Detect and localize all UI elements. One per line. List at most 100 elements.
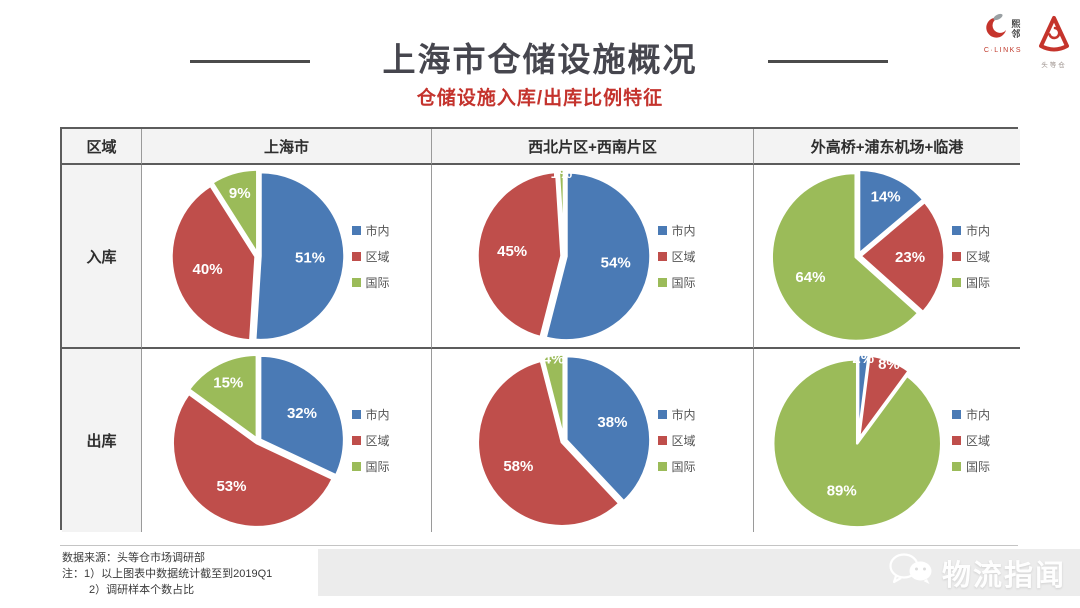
pie-cell-outbound-shanghai: 32% 53% 15% 市内 区域 国际 bbox=[142, 349, 432, 532]
legend-item: 国际 bbox=[351, 274, 404, 291]
pie-data-label: 38% bbox=[597, 413, 627, 430]
legend-item: 市内 bbox=[952, 406, 1004, 423]
pie-data-label: 53% bbox=[216, 477, 246, 494]
column-header-waigaoqiao-pudong-lingang: 外高桥+浦东机场+临港 bbox=[754, 129, 1020, 165]
page-title: 上海市仓储设施概况 bbox=[382, 41, 698, 78]
pie-slice bbox=[187, 353, 258, 440]
legend-swatch-icon bbox=[351, 436, 361, 445]
pie-slice bbox=[475, 170, 563, 339]
note-line-1: 注：1）以上图表中数据统计截至到2019Q1 bbox=[62, 567, 273, 580]
legend-swatch-icon bbox=[657, 436, 667, 445]
legend-swatch-icon bbox=[952, 277, 961, 287]
legend-swatch-icon bbox=[952, 225, 961, 235]
toudengcang-logo: 头等仓 bbox=[1036, 13, 1072, 69]
legend-label: 市内 bbox=[365, 223, 390, 238]
clinks-logo: 熙 邻 C·LINKS bbox=[984, 13, 1022, 54]
legend-swatch-icon bbox=[952, 251, 961, 261]
footer-notes: 数据来源：头等仓市场调研部 注：1）以上图表中数据统计截至到2019Q1 2）调… bbox=[62, 551, 272, 599]
pie-data-label: 9% bbox=[228, 185, 250, 202]
legend-item: 区域 bbox=[657, 248, 710, 265]
title-left-dash bbox=[190, 60, 310, 63]
pie-chart-inbound-northwest: 54% 45% 1% bbox=[475, 168, 652, 342]
pie-legend: 市内 区域 国际 bbox=[657, 222, 710, 291]
pie-chart-outbound-waigaoqiao: 2% 8% 89% bbox=[772, 353, 943, 529]
wechat-bubbles-icon bbox=[887, 551, 935, 594]
legend-label: 区域 bbox=[671, 249, 696, 264]
legend-swatch-icon bbox=[351, 462, 361, 471]
legend-swatch-icon bbox=[351, 251, 361, 261]
pie-data-label: 45% bbox=[497, 243, 527, 260]
toudengcang-icon bbox=[1036, 13, 1072, 58]
corner-header: 区域 bbox=[62, 129, 142, 165]
pie-cell-inbound-waigaoqiao: 14% 23% 64% 市内区域国际 bbox=[754, 165, 1020, 349]
pie-cell-outbound-northwest: 38% 58% 4% 市内区域国际 bbox=[432, 349, 754, 532]
note-line-2: 2）调研样本个数占比 bbox=[89, 583, 195, 596]
pie-data-label: 23% bbox=[895, 249, 925, 266]
pie-slice bbox=[258, 353, 345, 477]
pie-data-label: 40% bbox=[192, 261, 222, 278]
legend-label: 区域 bbox=[966, 249, 991, 264]
pie-data-label: 4% bbox=[542, 353, 564, 367]
legend-swatch-icon bbox=[351, 277, 361, 287]
pie-data-label: 14% bbox=[871, 189, 901, 206]
pie-cell-inbound-shanghai: 51% 40% 9% 市内 区域 国际 bbox=[142, 165, 432, 349]
watermark-band bbox=[318, 549, 1080, 596]
pie-legend: 市内 区域 国际 bbox=[351, 406, 404, 475]
legend-swatch-icon bbox=[657, 251, 667, 261]
legend-label: 国际 bbox=[671, 460, 696, 474]
legend-swatch-icon bbox=[952, 436, 961, 445]
legend-label: 区域 bbox=[671, 434, 696, 448]
clinks-crescent-icon bbox=[985, 13, 1008, 45]
legend-item: 区域 bbox=[952, 432, 1004, 449]
pie-data-label: 58% bbox=[503, 458, 533, 475]
legend-swatch-icon bbox=[657, 225, 667, 235]
legend-item: 市内 bbox=[657, 222, 710, 239]
pie-slice bbox=[543, 171, 652, 342]
pie-chart-outbound-northwest: 38% 58% 4% bbox=[476, 353, 652, 527]
pie-legend: 市内 区域 国际 bbox=[952, 222, 1004, 291]
pie-legend: 市内 区域 国际 bbox=[952, 406, 1004, 475]
legend-item: 市内 bbox=[952, 222, 1004, 239]
pie-data-label: 64% bbox=[795, 269, 825, 286]
legend-item: 国际 bbox=[657, 274, 710, 291]
pie-slice bbox=[564, 354, 652, 503]
legend-label: 市内 bbox=[671, 408, 696, 422]
clinks-wordmark: C·LINKS bbox=[983, 47, 1022, 54]
data-source-line: 数据来源：头等仓市场调研部 bbox=[62, 552, 205, 564]
comparison-table: 区域 上海市 西北片区+西南片区 外高桥+浦东机场+临港 入库 51% 40% 9%… bbox=[60, 127, 1020, 532]
legend-item: 区域 bbox=[351, 432, 404, 449]
legend-item: 国际 bbox=[952, 274, 1004, 291]
legend-item: 市内 bbox=[351, 222, 404, 239]
legend-label: 市内 bbox=[671, 223, 696, 238]
legend-swatch-icon bbox=[657, 410, 667, 419]
legend-label: 国际 bbox=[365, 460, 390, 474]
pie-slice bbox=[859, 200, 946, 314]
column-header-northwest-southwest: 西北片区+西南片区 bbox=[432, 129, 754, 165]
pie-chart-inbound-shanghai: 51% 40% 9% bbox=[169, 168, 346, 342]
pie-slice bbox=[770, 171, 920, 343]
pie-cell-outbound-waigaoqiao: 2% 8% 89% 市内 区域 国际 bbox=[754, 349, 1020, 532]
toudengcang-label: 头等仓 bbox=[1041, 62, 1067, 69]
pie-slice bbox=[857, 168, 925, 255]
pie-slice bbox=[476, 359, 621, 527]
pie-data-label: 2% bbox=[852, 353, 874, 367]
watermark: 物流指闻 bbox=[887, 551, 1066, 594]
pie-data-label: 8% bbox=[878, 355, 900, 372]
row-header-inbound: 入库 bbox=[62, 165, 142, 349]
legend-swatch-icon bbox=[952, 462, 961, 471]
logo-group: 熙 邻 C·LINKS 头等仓 bbox=[984, 13, 1072, 69]
legend-item: 国际 bbox=[657, 458, 710, 475]
legend-label: 国际 bbox=[671, 275, 696, 290]
pie-slice bbox=[169, 184, 257, 342]
pie-data-label: 15% bbox=[213, 374, 243, 391]
pie-chart-outbound-shanghai: 32% 53% 15% bbox=[170, 353, 345, 528]
legend-label: 市内 bbox=[365, 408, 390, 422]
legend-label: 区域 bbox=[966, 434, 991, 448]
pie-slice bbox=[556, 168, 565, 255]
row-header-outbound: 出库 bbox=[62, 349, 142, 532]
pie-slice bbox=[772, 357, 943, 529]
legend-item: 区域 bbox=[351, 248, 404, 265]
column-header-shanghai: 上海市 bbox=[142, 129, 432, 165]
legend-label: 市内 bbox=[966, 408, 991, 422]
pie-chart-inbound-waigaoqiao: 14% 23% 64% bbox=[770, 168, 946, 343]
